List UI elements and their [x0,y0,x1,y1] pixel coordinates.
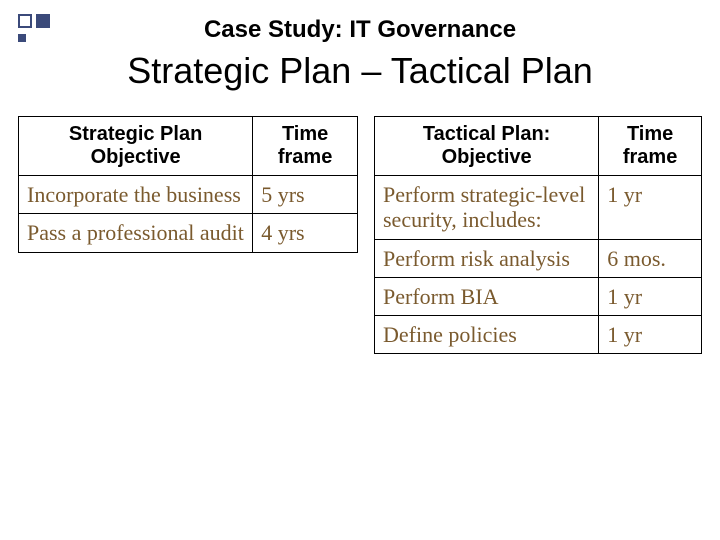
slide-title: Strategic Plan – Tactical Plan [0,50,720,92]
tactical-plan-table: Tactical Plan: Objective Time frame Perf… [374,116,702,354]
table-cell: Perform BIA [375,277,599,315]
table-row: Incorporate the business 5 yrs [19,176,358,214]
corner-bullet-decoration [18,14,50,42]
table-row: Perform BIA 1 yr [375,277,702,315]
table-cell: 1 yr [599,316,702,354]
table-header: Strategic Plan Objective [19,117,253,176]
table-cell: 1 yr [599,277,702,315]
table-cell: Pass a professional audit [19,214,253,252]
table-cell: 4 yrs [253,214,358,252]
table-header: Time frame [599,117,702,176]
slide-overline: Case Study: IT Governance [0,16,720,44]
table-header: Time frame [253,117,358,176]
table-header: Tactical Plan: Objective [375,117,599,176]
table-cell: 1 yr [599,176,702,240]
table-row: Define policies 1 yr [375,316,702,354]
tables-container: Strategic Plan Objective Time frame Inco… [0,116,720,354]
table-cell: Define policies [375,316,599,354]
table-cell: 6 mos. [599,239,702,277]
table-cell: Perform strategic-level security, includ… [375,176,599,240]
table-row: Perform risk analysis 6 mos. [375,239,702,277]
table-row: Pass a professional audit 4 yrs [19,214,358,252]
title-block: Case Study: IT Governance Strategic Plan… [0,0,720,92]
table-cell: 5 yrs [253,176,358,214]
table-cell: Incorporate the business [19,176,253,214]
table-cell: Perform risk analysis [375,239,599,277]
table-row: Perform strategic-level security, includ… [375,176,702,240]
strategic-plan-table: Strategic Plan Objective Time frame Inco… [18,116,358,253]
